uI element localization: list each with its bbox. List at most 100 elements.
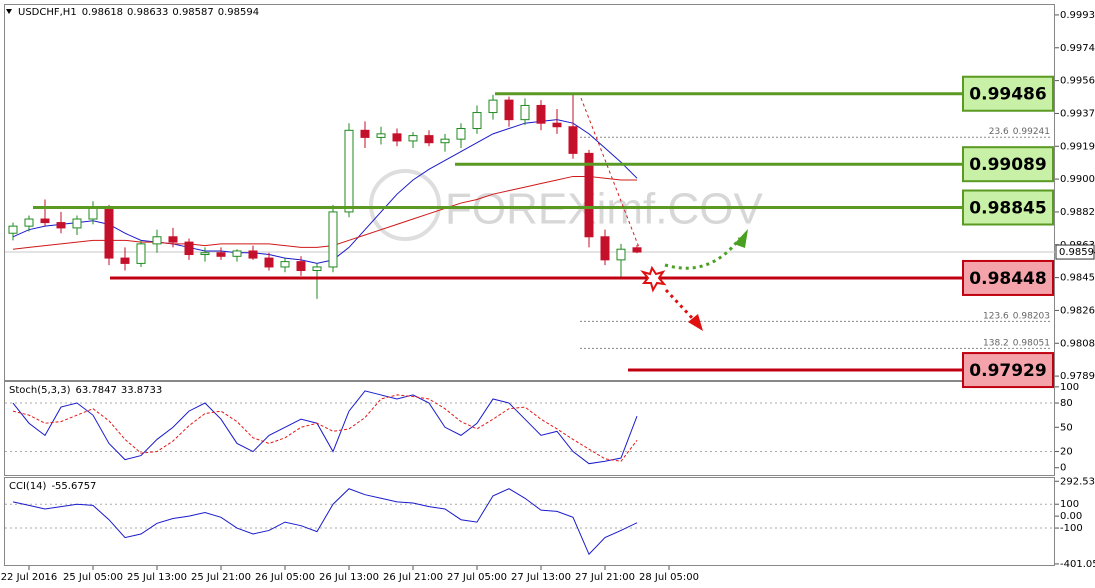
candle-body (632, 247, 642, 253)
candle-body (456, 128, 466, 140)
y-tick-label: 0.99745 (1060, 43, 1095, 54)
frames (4, 4, 1055, 566)
cci-frame (4, 477, 1055, 566)
candle-body (344, 129, 354, 213)
candle-body (488, 99, 498, 114)
candle-body (200, 252, 210, 256)
cci-value: -55.6757 (51, 481, 96, 492)
level-box (962, 75, 1054, 112)
y-tick-label: 100 (1060, 499, 1079, 510)
candle-body (616, 248, 626, 261)
candle-body (600, 236, 610, 261)
level-label: 0.97929 (969, 361, 1046, 381)
candle-body (184, 241, 194, 256)
candle-body (168, 236, 178, 243)
header-low: 0.98587 (172, 7, 213, 18)
candle-body (296, 261, 306, 271)
stoch-header: Stoch(5,3,3) 63.7847 33.8733 (9, 385, 162, 396)
level-box (962, 352, 1054, 389)
y-tick-label: 292.533 (1060, 476, 1095, 487)
candle-body (584, 152, 594, 238)
candle-body (568, 126, 578, 154)
fib-ratio: 23.6 (989, 127, 1009, 137)
main-header: USDCHF,H1 0.98618 0.98633 0.98587 0.98594 (18, 7, 259, 18)
candle-body (40, 218, 50, 224)
candle-body (504, 99, 514, 121)
level-label: 0.99089 (969, 155, 1046, 175)
fib-ratio: 123.6 (983, 311, 1009, 321)
watermark-text: FOREXimf.COV (445, 185, 763, 234)
y-tick-label: 0.98265 (1060, 305, 1095, 316)
x-tick-label: 26 Jul 05:00 (255, 572, 315, 583)
candle-body (520, 104, 530, 121)
y-tick-label: -100 (1060, 523, 1083, 534)
y-tick-label: 100 (1060, 382, 1079, 393)
indicator-line (12, 390, 638, 465)
symbol: USDCHF,H1 (18, 7, 77, 18)
candle-body (312, 266, 322, 271)
last-price-label: 0.98594 (1059, 247, 1095, 258)
up-arrow (664, 237, 742, 270)
candle-body (136, 243, 146, 264)
x-tick-label: 22 Jul 2016 (1, 572, 58, 583)
candle-body (248, 250, 258, 259)
y-tick-label: 80 (1060, 398, 1073, 409)
candle-body (56, 222, 66, 229)
candle-body (408, 135, 418, 142)
candle-body (152, 236, 162, 245)
menu-triangle (6, 9, 12, 14)
candle-body (392, 133, 402, 142)
x-tick-label: 28 Jul 05:00 (639, 572, 699, 583)
candle-body (104, 207, 114, 259)
candle-body (328, 211, 338, 268)
x-tick-label: 27 Jul 05:00 (447, 572, 507, 583)
candle-body (472, 112, 482, 130)
header-close: 0.98594 (218, 7, 259, 18)
cci-title: CCI(14) (9, 481, 47, 492)
x-tick-label: 27 Jul 13:00 (511, 572, 571, 583)
level-label: 0.99486 (969, 85, 1046, 105)
candle-body (360, 129, 370, 138)
fib-price: 0.99241 (1013, 127, 1050, 137)
x-tick-label: 25 Jul 13:00 (127, 572, 187, 583)
watermark-logo (369, 169, 441, 241)
fib-label: 123.6 0.98203 (983, 311, 1050, 321)
cci-header: CCI(14) -55.6757 (9, 481, 96, 492)
candle-body (376, 133, 386, 138)
candle-body (424, 135, 434, 144)
candle-body (8, 225, 18, 234)
level-label: 0.98845 (969, 198, 1046, 218)
level-box (962, 189, 1054, 226)
indicator-line (12, 394, 638, 462)
candle-body (216, 252, 226, 257)
candle-body (88, 207, 98, 220)
header-open: 0.98618 (82, 7, 123, 18)
level-box (962, 259, 1054, 296)
x-tick-label: 26 Jul 21:00 (383, 572, 443, 583)
up-arrowhead (734, 229, 748, 248)
moving-average (12, 119, 638, 264)
candle-body (440, 138, 450, 144)
candle-body (72, 218, 82, 229)
candle-body (120, 257, 130, 264)
stoch-frame (4, 381, 1055, 476)
x-tick-label: 25 Jul 21:00 (191, 572, 251, 583)
fib-price: 0.98203 (1013, 311, 1050, 321)
candle-body (24, 218, 34, 227)
down-arrowhead (688, 314, 703, 331)
y-tick-label: 20 (1060, 447, 1073, 458)
x-tick-label: 27 Jul 21:00 (575, 572, 635, 583)
y-tick-label: 0 (1060, 463, 1066, 474)
fib-label: 138.2 0.98051 (983, 338, 1050, 348)
candle-body (552, 122, 562, 128)
y-tick-label: 0.99375 (1060, 108, 1095, 119)
fib-ratio: 138.2 (983, 338, 1009, 348)
level-box (962, 146, 1054, 183)
level-label: 0.98448 (969, 269, 1046, 289)
fib-label: 23.6 0.99241 (989, 127, 1050, 137)
